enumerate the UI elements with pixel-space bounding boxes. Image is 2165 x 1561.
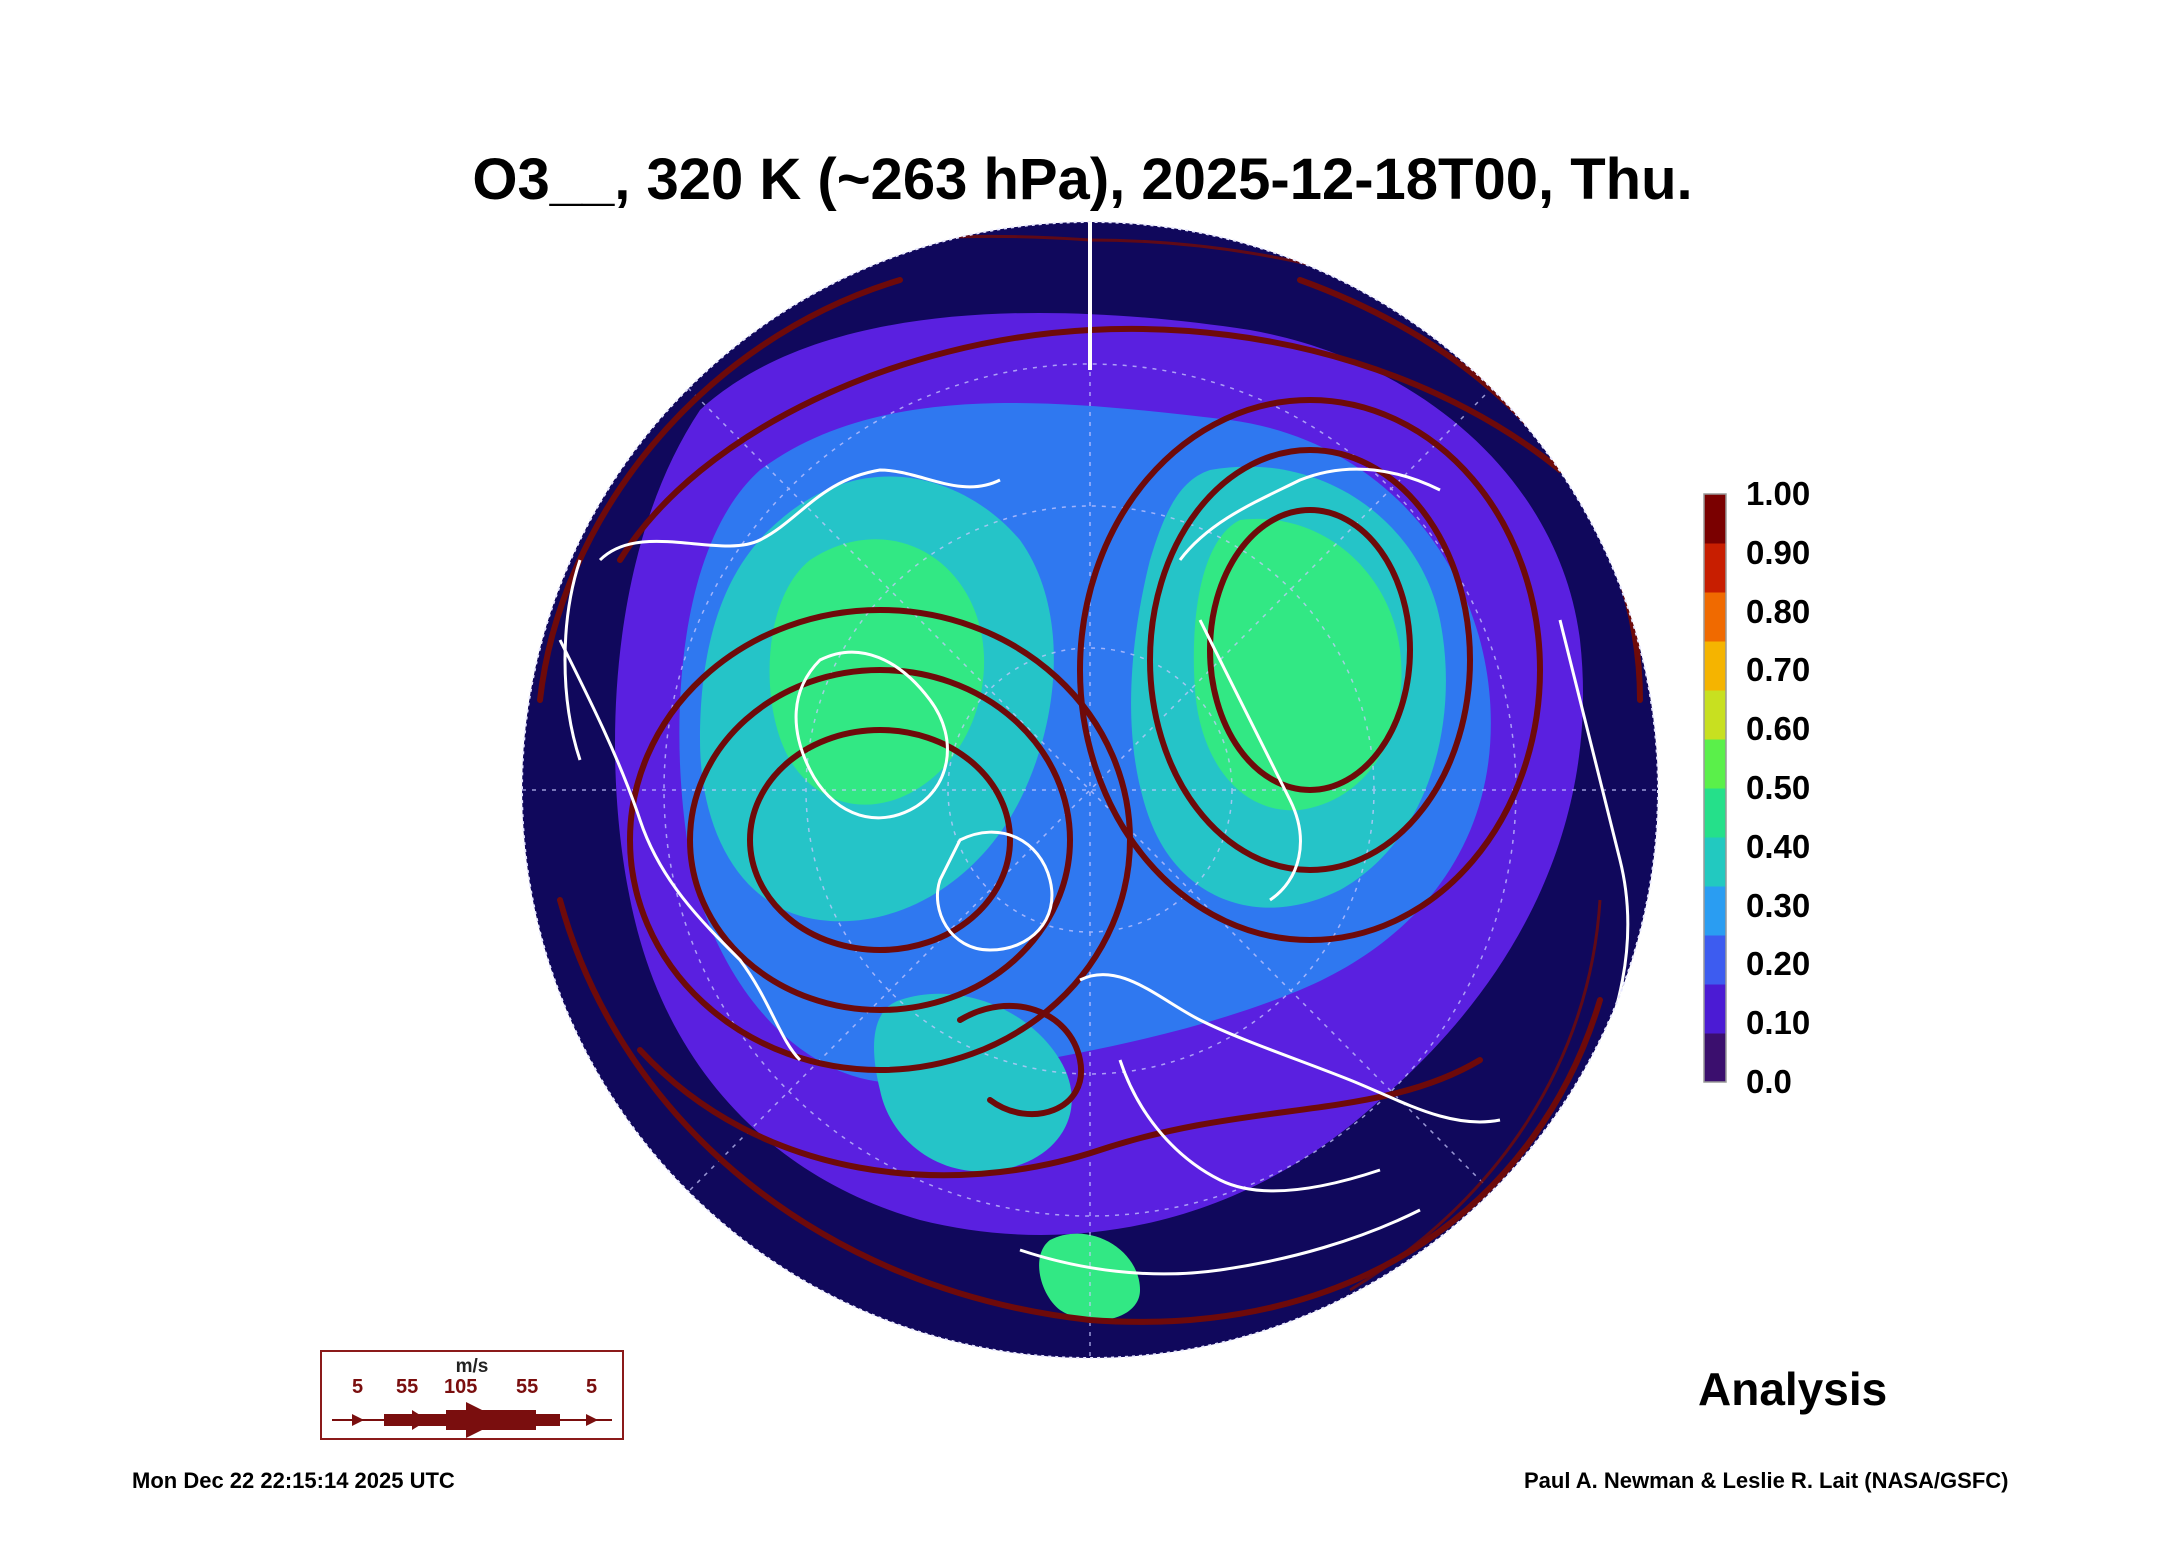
colorbar-segment [1704,592,1726,642]
plot-title: O3__, 320 K (~263 hPa), 2025-12-18T00, T… [472,147,1693,212]
colorbar-segment [1704,494,1726,544]
colorbar-tick-label: 0.70 [1746,651,1811,689]
colorbar-tick-label: 0.50 [1746,769,1811,806]
vector-legend-value: 5 [352,1376,364,1398]
colorbar-tick-label: 0.0 [1746,1063,1792,1100]
analysis-label: Analysis [1698,1363,1888,1415]
vector-legend-value: 5 [586,1376,598,1398]
colorbar-segment [1704,641,1726,691]
colorbar-segment [1704,886,1726,936]
colorbar-segment [1704,984,1726,1034]
vector-legend-unit: m/s [455,1356,489,1377]
credit: Paul A. Newman & Leslie R. Lait (NASA/GS… [1524,1468,2009,1493]
ozone-region-peak-south [1039,1233,1140,1321]
vector-legend-arrows [332,1402,612,1438]
colorbar-tick-label: 0.20 [1746,945,1811,983]
colorbar-segment [1704,739,1726,789]
colorbar-segment [1704,690,1726,740]
timestamp: Mon Dec 22 22:15:14 2025 UTC [132,1468,455,1493]
coastlines [558,467,1630,1276]
colorbar-tick-label: 0.80 [1746,592,1811,630]
colorbar-segment [1704,935,1726,985]
colorbar-tick-label: 1.00 [1746,475,1811,512]
wind-streamlines [537,277,1643,1325]
vector-legend: m/s 5 55 105 55 5 [320,1350,624,1440]
vector-legend-value: 55 [396,1376,419,1398]
colorbar-tick-label: 0.10 [1746,1004,1811,1042]
ozone-region-peak-east [1193,518,1402,811]
vector-legend-value: 105 [444,1376,478,1398]
colorbar-segment [1704,788,1726,838]
colorbar-tick-label: 0.30 [1746,886,1811,924]
colorbar-segment [1704,837,1726,887]
colorbar-tick-label: 0.90 [1746,533,1811,571]
colorbar [1703,493,1727,1083]
ozone-region-high-south [874,993,1072,1172]
colorbar-segment [1704,1033,1726,1083]
vector-legend-value: 55 [516,1376,539,1398]
colorbar-tick-label: 0.40 [1746,827,1811,865]
globe-field [522,222,1658,1358]
colorbar-tick-label: 0.60 [1746,710,1811,748]
colorbar-segment [1704,543,1726,593]
